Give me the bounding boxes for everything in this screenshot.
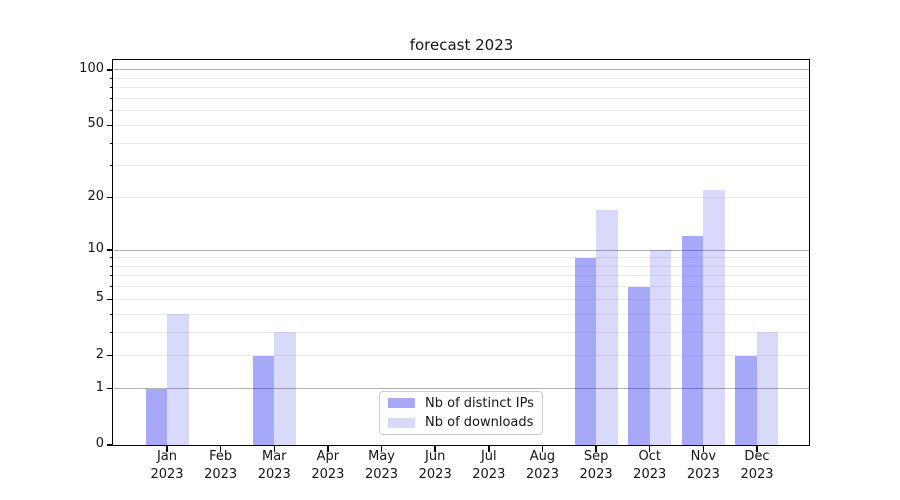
bar-distinct-ips	[252, 355, 275, 445]
x-tick-mark	[327, 446, 329, 452]
gridline-minor	[114, 124, 809, 126]
y-minor-tick-mark	[109, 165, 113, 167]
y-minor-tick-mark	[109, 265, 113, 267]
y-tick-mark	[106, 444, 113, 446]
x-tick-label: Mar 2023	[257, 449, 291, 482]
bar-downloads	[649, 250, 672, 445]
x-tick-mark	[434, 446, 436, 452]
y-tick-mark	[106, 69, 113, 71]
gridline-minor	[114, 275, 809, 277]
y-minor-tick-mark	[109, 87, 113, 89]
y-tick-mark	[106, 387, 113, 390]
bar-distinct-ips	[574, 257, 597, 445]
gridline-minor	[114, 265, 809, 267]
x-tick-mark	[380, 446, 383, 452]
bar-distinct-ips	[628, 286, 650, 445]
legend-swatch	[388, 417, 415, 428]
gridline-minor	[114, 331, 809, 333]
x-tick-mark	[702, 446, 705, 452]
legend-label: Nb of distinct IPs	[425, 395, 534, 411]
x-tick-label: Jul 2023	[472, 449, 506, 482]
x-tick-mark	[219, 446, 222, 452]
x-tick-mark	[756, 446, 758, 452]
chart-title: forecast 2023	[409, 36, 514, 54]
y-minor-tick-mark	[109, 142, 113, 144]
gridline-major	[114, 249, 809, 251]
x-tick-label: Aug 2023	[525, 449, 559, 482]
gridline-minor	[114, 355, 809, 357]
gridline-major	[114, 69, 809, 71]
y-tick-label: 20	[87, 188, 104, 204]
bar-downloads	[167, 314, 189, 445]
x-tick-mark	[273, 446, 275, 452]
y-tick-label: 2	[95, 346, 104, 362]
y-tick-label: 0	[95, 436, 104, 451]
y-tick-mark	[106, 249, 113, 251]
x-tick-mark	[595, 446, 597, 452]
bar-downloads	[274, 332, 296, 445]
y-minor-tick-mark	[109, 313, 113, 315]
gridline-minor	[114, 142, 809, 144]
x-tick-label: Sep 2023	[579, 449, 613, 482]
x-tick-mark	[166, 446, 168, 452]
legend-label: Nb of downloads	[425, 415, 534, 431]
x-tick-label: Nov 2023	[686, 449, 720, 482]
y-minor-tick-mark	[109, 275, 113, 277]
gridline-minor	[114, 165, 809, 167]
bar-downloads	[756, 332, 779, 445]
x-tick-mark	[488, 446, 490, 452]
y-tick-label: 1	[95, 379, 104, 395]
gridline-minor	[114, 77, 809, 79]
y-minor-tick-mark	[109, 110, 113, 112]
gridline-minor	[114, 286, 809, 288]
y-tick-label: 10	[87, 241, 104, 257]
legend-swatch	[388, 398, 415, 409]
y-minor-tick-mark	[109, 286, 113, 288]
bar-distinct-ips	[681, 236, 704, 445]
legend: Nb of distinct IPs Nb of downloads	[379, 391, 543, 435]
x-tick-mark	[649, 446, 651, 452]
y-tick-label: 50	[87, 116, 104, 132]
gridline-minor	[114, 313, 809, 315]
gridline-minor	[114, 197, 809, 198]
x-tick-label: Apr 2023	[311, 449, 345, 482]
gridline-minor	[114, 298, 809, 300]
x-tick-label: Oct 2023	[633, 449, 667, 482]
x-tick-label: Jan 2023	[150, 449, 184, 482]
y-minor-tick-mark	[109, 257, 113, 259]
gridline-minor	[114, 110, 809, 112]
bar-downloads	[596, 210, 618, 445]
gridline-minor	[114, 97, 809, 99]
legend-item: Nb of distinct IPs	[388, 395, 534, 412]
y-minor-tick-mark	[109, 97, 113, 99]
x-tick-label: May 2023	[364, 449, 399, 482]
y-minor-tick-mark	[109, 331, 113, 333]
bar-distinct-ips	[145, 388, 167, 445]
y-tick-label: 100	[79, 60, 104, 76]
x-tick-label: Feb 2023	[204, 449, 238, 482]
gridline-minor	[114, 87, 809, 89]
bar-downloads	[703, 190, 725, 445]
x-tick-mark	[541, 446, 544, 452]
bar-distinct-ips	[735, 355, 757, 445]
y-tick-mark	[106, 196, 113, 199]
y-tick-mark	[106, 298, 113, 301]
y-minor-tick-mark	[109, 77, 113, 79]
gridline-minor	[114, 257, 809, 259]
gridline-major	[114, 388, 809, 390]
y-tick-mark	[106, 354, 113, 357]
legend-item: Nb of downloads	[388, 415, 534, 432]
x-tick-label: Dec 2023	[740, 449, 774, 482]
y-tick-mark	[106, 124, 113, 127]
y-tick-label: 5	[95, 290, 104, 306]
x-tick-label: Jun 2023	[418, 449, 452, 482]
